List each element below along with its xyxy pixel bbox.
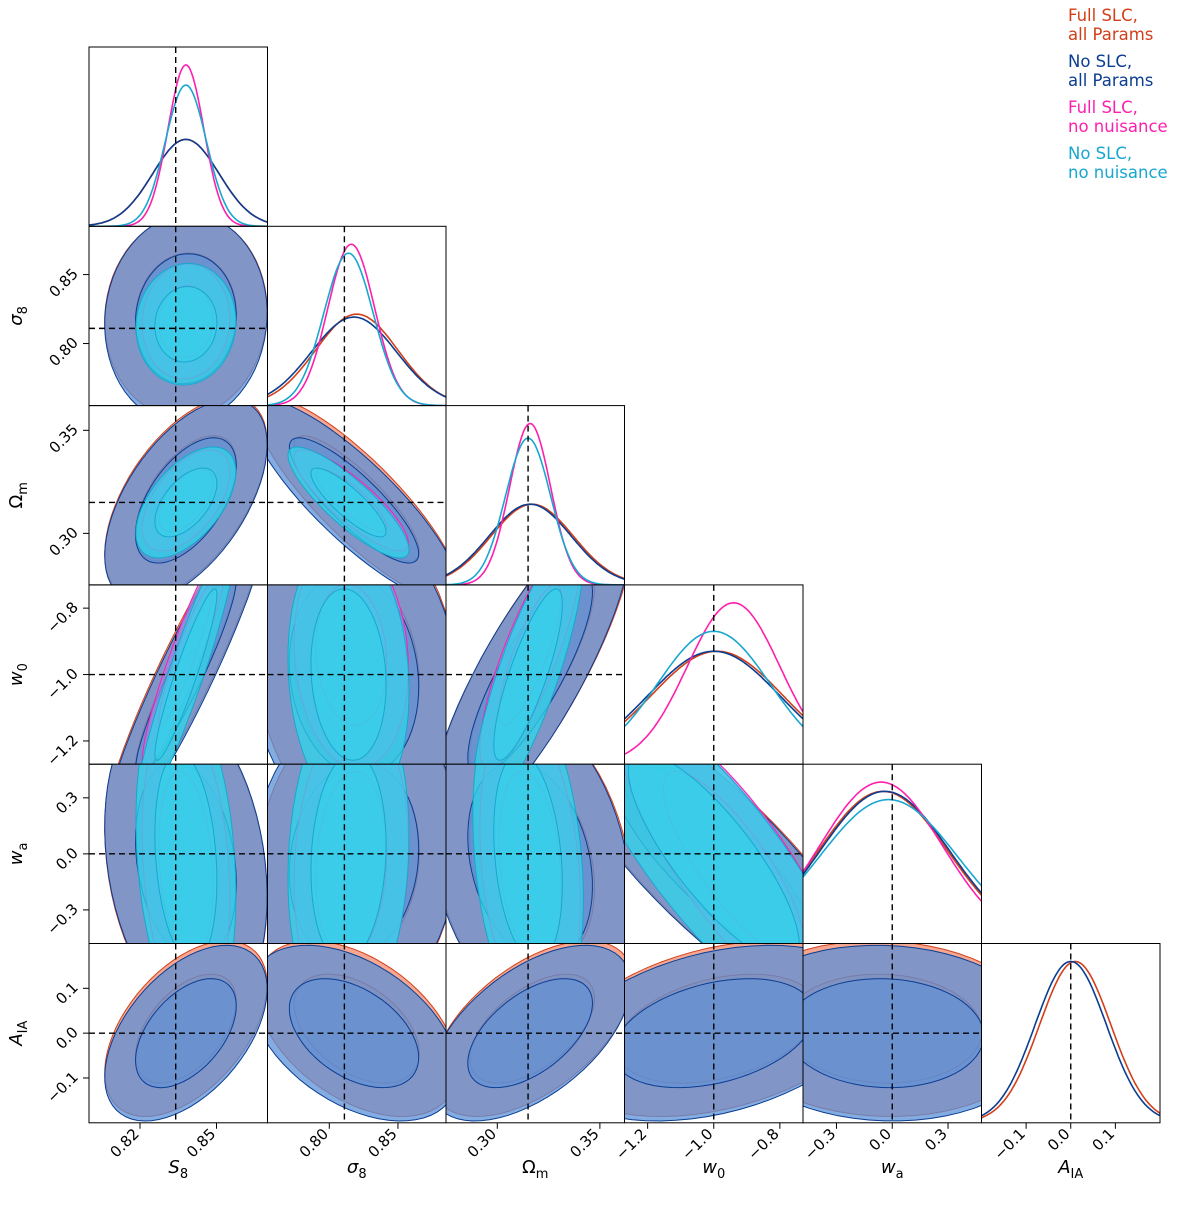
y-tick-label: 0.0: [52, 1023, 82, 1053]
x-tick-label: 0.85: [183, 1125, 219, 1161]
panel-A_IA-w0: [624, 943, 803, 1123]
legend-label-line2: all Params: [1068, 25, 1154, 44]
marginal-curve: [267, 316, 446, 398]
legend: Full SLC, all Params No SLC, all Params …: [1068, 6, 1198, 190]
panel-wa-w0: [624, 764, 803, 944]
marginal-curve: [267, 252, 446, 406]
y-tick-label: −0.1: [43, 1068, 81, 1106]
y-tick-label: −0.3: [43, 900, 81, 938]
marginal-curve: [89, 138, 268, 226]
contour-68: [803, 978, 982, 1089]
y-axis-label: AIA: [6, 1021, 31, 1047]
x-tick-label: 0.30: [464, 1125, 500, 1161]
contour-68: [154, 588, 218, 761]
y-tick-label: −0.8: [43, 598, 81, 636]
x-tick-label: −0.3: [801, 1125, 839, 1163]
marginal-curve: [803, 798, 982, 887]
legend-label-line2: no nuisance: [1068, 117, 1168, 136]
y-tick-label: 0.1: [52, 978, 82, 1008]
legend-entry-no-slc-no-nuisance: No SLC, no nuisance: [1068, 144, 1198, 182]
panel-w0-S8: [89, 584, 268, 765]
y-axis-label: wa: [6, 842, 31, 865]
marginal-curve: [446, 503, 625, 580]
marginal-curve: [446, 437, 625, 585]
x-tick-label: −1.2: [612, 1125, 650, 1163]
marginal-curve: [89, 84, 268, 227]
panel-frame: [88, 46, 268, 227]
contour-68: [154, 285, 218, 363]
x-tick-label: 0.0: [1044, 1125, 1074, 1155]
contour-68: [288, 978, 420, 1089]
panel-wa-sigma8: [267, 764, 446, 944]
panel-A_IA-A_IA: [981, 943, 1160, 1123]
x-axis-label: σ8: [347, 1157, 367, 1182]
y-axis-label: σ8: [6, 306, 31, 326]
marginal-curve: [803, 790, 982, 894]
panel-w0-w0: [624, 584, 803, 765]
panel-wa-S8: [89, 764, 268, 944]
x-tick-label: 0.35: [566, 1125, 602, 1161]
x-tick-label: 0.85: [364, 1125, 400, 1161]
x-axis-label: Ωm: [522, 1157, 548, 1182]
panel-A_IA-wa: [803, 943, 982, 1123]
contour-68: [154, 764, 218, 944]
x-tick-label: 0.82: [106, 1125, 142, 1161]
marginal-curve: [89, 138, 268, 226]
legend-label-line1: No SLC,: [1068, 52, 1133, 71]
legend-label-line2: no nuisance: [1068, 163, 1168, 182]
panel-Omega_m-S8: [89, 405, 268, 585]
x-tick-label: 0.3: [921, 1125, 951, 1155]
panel-frame: [445, 405, 625, 586]
y-axis-label: Ωm: [6, 482, 31, 508]
x-tick-label: 0.0: [865, 1125, 895, 1155]
x-tick-label: −0.8: [744, 1125, 782, 1163]
marginal-curve: [267, 313, 446, 398]
legend-label-line1: No SLC,: [1068, 144, 1133, 163]
panel-Omega_m-sigma8: [267, 405, 446, 585]
marginal-curve: [446, 503, 625, 580]
x-tick-label: 0.1: [1089, 1125, 1119, 1155]
panel-sigma8-S8: [89, 226, 268, 406]
panel-wa-wa: [803, 764, 982, 944]
x-axis-label: AIA: [1057, 1157, 1083, 1182]
x-axis-label: w0: [702, 1157, 725, 1182]
y-tick-label: 0.0: [52, 844, 82, 874]
y-tick-label: 0.85: [45, 265, 81, 301]
y-tick-label: 0.35: [45, 420, 81, 456]
legend-entry-full-slc-all-params: Full SLC, all Params: [1068, 6, 1198, 44]
y-tick-label: 0.3: [52, 788, 82, 818]
legend-label-line1: Full SLC,: [1068, 6, 1138, 25]
marginal-curve: [981, 960, 1160, 1117]
marginal-curve: [89, 64, 268, 227]
panel-S8-S8: [89, 47, 268, 227]
marginal-curve: [624, 630, 803, 728]
contour-68: [135, 978, 237, 1089]
panel-wa-Omega_m: [446, 764, 625, 944]
panel-Omega_m-Omega_m: [446, 405, 625, 585]
y-tick-label: 0.30: [45, 523, 81, 559]
panel-w0-sigma8: [267, 584, 446, 765]
x-axis-label: wa: [881, 1157, 904, 1182]
panel-w0-Omega_m: [446, 584, 625, 765]
legend-entry-no-slc-all-params: No SLC, all Params: [1068, 52, 1198, 90]
marginal-curve: [267, 243, 446, 406]
panel-A_IA-sigma8: [267, 943, 446, 1123]
panel-A_IA-Omega_m: [446, 943, 625, 1123]
marginal-curve: [981, 960, 1160, 1119]
y-tick-label: −1.0: [43, 665, 81, 703]
contour-68: [624, 978, 803, 1089]
legend-entry-full-slc-no-nuisance: Full SLC, no nuisance: [1068, 98, 1198, 136]
x-tick-label: −0.1: [990, 1125, 1028, 1163]
x-axis-label: S8: [168, 1157, 188, 1182]
legend-label-line1: Full SLC,: [1068, 98, 1138, 117]
legend-label-line2: all Params: [1068, 71, 1154, 90]
contour-68: [154, 467, 218, 538]
y-axis-label: w0: [6, 663, 31, 686]
x-tick-label: 0.80: [296, 1125, 332, 1161]
y-tick-label: −1.2: [43, 731, 81, 769]
panel-sigma8-sigma8: [267, 226, 446, 406]
y-tick-label: 0.80: [45, 334, 81, 370]
panel-A_IA-S8: [89, 943, 268, 1123]
